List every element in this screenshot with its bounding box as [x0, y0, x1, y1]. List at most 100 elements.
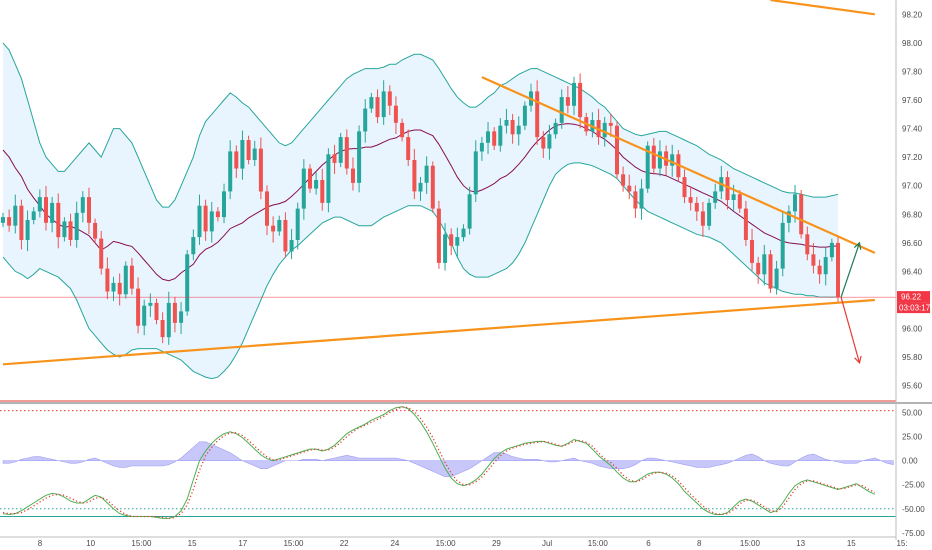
candle-body [750, 240, 754, 263]
candle-body [19, 205, 24, 240]
candle [179, 302, 184, 334]
candle-body [805, 234, 810, 255]
candle-body [756, 262, 761, 275]
candle-body [179, 311, 184, 323]
candle-body [725, 177, 730, 200]
candle-body [74, 212, 79, 240]
candle [80, 191, 85, 223]
candle [338, 132, 343, 168]
candle-body [136, 288, 141, 326]
candle-body [25, 220, 30, 240]
candle [320, 168, 325, 211]
candle-body [436, 208, 441, 263]
candle-body [639, 188, 644, 209]
candle-body [154, 302, 159, 320]
candle [37, 189, 42, 218]
candle [805, 226, 810, 261]
candle-body [283, 220, 288, 252]
candle-body [381, 91, 386, 118]
candle [817, 259, 822, 284]
candle-body [572, 82, 576, 106]
candle [553, 118, 558, 139]
candle-body [492, 131, 497, 146]
candle-body [191, 237, 196, 255]
candle [160, 312, 165, 344]
candle [486, 122, 490, 154]
candle-body [375, 97, 380, 118]
candle-body [406, 137, 411, 160]
candle-body [148, 302, 153, 306]
candle-body [338, 137, 343, 163]
candle [455, 227, 460, 257]
candle-body [172, 302, 177, 323]
candle [615, 121, 619, 179]
candle [62, 217, 67, 242]
candle [762, 244, 767, 286]
current-price-badge [897, 291, 930, 303]
price-tick-label: 98.00 [902, 39, 923, 48]
price-tick-label: 95.60 [902, 382, 923, 391]
candle [117, 273, 122, 306]
candle [750, 228, 754, 271]
candle [228, 140, 233, 200]
candle [87, 187, 91, 234]
candle-body [713, 191, 718, 203]
candle-body [811, 254, 816, 266]
candle-body [308, 168, 312, 189]
trend-lines[interactable] [2, 0, 876, 366]
candle [68, 213, 73, 246]
candle [265, 185, 269, 236]
candle-body [332, 154, 337, 163]
candle [172, 296, 177, 333]
candle [406, 129, 411, 166]
candle-body [731, 194, 736, 200]
candle-body [627, 185, 632, 192]
price-tick-label: 97.00 [902, 182, 923, 191]
trend-line-support [2, 298, 875, 366]
candle [136, 277, 141, 334]
candle [289, 228, 294, 260]
time-tick-label: 15 [188, 539, 197, 548]
candle [565, 86, 570, 114]
candle [670, 144, 675, 177]
time-tick-label: 15:00 [740, 539, 761, 548]
candle [811, 243, 816, 274]
candle [215, 207, 220, 222]
candle [473, 140, 478, 202]
candle [535, 80, 540, 145]
candle [774, 260, 779, 295]
candle [467, 186, 472, 235]
candle-body [344, 137, 349, 169]
candle [449, 228, 454, 256]
candle-body [670, 154, 675, 166]
candle [688, 186, 693, 211]
candle [166, 291, 171, 345]
candle-body [535, 91, 540, 138]
candle-body [320, 180, 325, 203]
time-axis[interactable]: 8 10 15:00 15 17 15:00 22 24 15:00 29 Jul 15:00 6 8 15… [0, 536, 908, 548]
candle [780, 211, 785, 277]
time-tick-label: 10 [86, 539, 95, 548]
candle-body [129, 265, 134, 289]
candle [639, 179, 644, 220]
candle [645, 141, 650, 193]
candle-body [393, 105, 398, 123]
candle [424, 156, 429, 194]
price-tick-label: 95.80 [902, 353, 923, 362]
arrow-shaft [840, 242, 861, 298]
candle-body [271, 225, 276, 232]
candle [271, 216, 276, 243]
candle [737, 190, 742, 213]
candle [74, 201, 79, 248]
candle [743, 200, 748, 246]
candle-body [559, 97, 564, 123]
candle [522, 101, 527, 130]
candle-body [234, 151, 239, 169]
candle [510, 114, 515, 144]
candle [314, 172, 319, 195]
candle-body [516, 125, 521, 135]
time-tick-label: 29 [492, 539, 501, 548]
candle [25, 210, 30, 252]
candle [498, 118, 503, 152]
